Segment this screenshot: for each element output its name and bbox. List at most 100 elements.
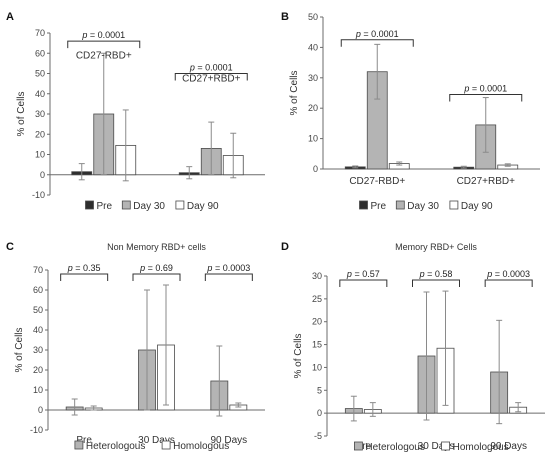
p-value-label: p = 0.0003	[206, 263, 250, 273]
significance-bracket	[484, 279, 533, 287]
category-label: CD27-RBD+	[76, 50, 132, 61]
panel-label: B	[281, 11, 289, 23]
chart-b: B 0 10 20 30 40 50 % of Cells CD27-RBD+ CD27+RBD+…	[281, 11, 540, 212]
significance-bracket	[340, 39, 414, 47]
y-tick-label: 50	[308, 12, 318, 22]
chart-title: Non Memory RBD+ cells	[107, 242, 206, 252]
y-tick-label: 70	[33, 265, 43, 275]
legend-swatch-homologous	[161, 440, 171, 450]
y-tick-label: 40	[35, 89, 45, 99]
y-axis-label: % of Cells	[16, 91, 27, 136]
y-tick-label: 25	[312, 294, 322, 304]
y-tick-label: 30	[35, 109, 45, 119]
legend-swatch-pre	[85, 200, 94, 210]
significance-bracket	[60, 273, 109, 281]
p-value-label: p = 0.35	[67, 263, 101, 273]
y-tick-label: 10	[312, 362, 322, 372]
y-tick-label: -10	[30, 425, 43, 435]
p-value-label: p = 0.69	[139, 263, 173, 273]
chart-panel-d: D Memory RBD+ Cells -5 0 5 10 15 20 25 30 % of Cel…	[275, 230, 550, 458]
chart-d: D Memory RBD+ Cells -5 0 5 10 15 20 25 30 % of Cel…	[281, 241, 545, 453]
legend-label-day-30: Day 30	[133, 201, 165, 212]
category-label: 30 Days	[138, 435, 175, 446]
y-tick-label: 20	[312, 317, 322, 327]
category-label: CD27+RBD+	[457, 176, 516, 187]
y-tick-label: 40	[33, 325, 43, 335]
y-tick-label: 60	[35, 48, 45, 58]
y-tick-label: 50	[33, 305, 43, 315]
legend-label-homologous: Homologous	[453, 442, 509, 453]
y-tick-label: 10	[33, 385, 43, 395]
category-label: 90 Days	[210, 435, 247, 446]
category-label: 90 Days	[490, 441, 527, 452]
y-tick-label: 0	[317, 408, 322, 418]
chart-panel-a: A -10 0 10 20 30 40 50 60 70 % of Cells CD27-RBD+ CD…	[0, 0, 275, 228]
y-axis-label: % of Cells	[14, 327, 25, 372]
category-label: Pre	[356, 441, 372, 452]
y-tick-label: 5	[317, 385, 322, 395]
significance-bracket	[132, 273, 181, 281]
p-value-label: p = 0.0001	[189, 63, 233, 73]
y-tick-label: 0	[313, 164, 318, 174]
p-value-label: p = 0.57	[346, 269, 380, 279]
significance-bracket	[174, 73, 248, 81]
y-axis-label: % of Cells	[289, 70, 300, 115]
p-value-label: p = 0.0001	[81, 30, 125, 40]
significance-bracket	[204, 273, 253, 281]
y-tick-label: 40	[308, 42, 318, 52]
legend-swatch-day-30	[395, 200, 405, 210]
legend-label-pre: Pre	[97, 201, 113, 212]
category-label: CD27+RBD+	[182, 74, 241, 85]
y-tick-label: 70	[35, 28, 45, 38]
chart-c: C Non Memory RBD+ cells -10 0 10 20 30 40 50 60 70…	[6, 241, 265, 452]
legend-label-heterologous: Heterologous	[365, 442, 424, 453]
chart-a: A -10 0 10 20 30 40 50 60 70 % of Cells CD27-RBD+ CD…	[6, 11, 265, 212]
y-tick-label: -10	[32, 190, 45, 200]
legend-swatch-pre	[359, 200, 368, 210]
chart-panel-c: C Non Memory RBD+ cells -10 0 10 20 30 40 50 60 70…	[0, 230, 275, 458]
y-tick-label: -5	[314, 431, 322, 441]
legend-label-day-90: Day 90	[461, 201, 493, 212]
legend-swatch-day-90	[449, 200, 459, 210]
legend-label-day-90: Day 90	[187, 201, 219, 212]
significance-bracket	[449, 94, 523, 102]
y-tick-label: 15	[312, 340, 322, 350]
chart-panel-b: B 0 10 20 30 40 50 % of Cells CD27-RBD+ CD27+RBD+…	[275, 0, 550, 228]
legend-swatch-heterologous	[74, 440, 84, 450]
legend-swatch-homologous	[441, 441, 451, 451]
y-tick-label: 30	[33, 345, 43, 355]
p-value-label: p = 0.0003	[486, 269, 530, 279]
significance-bracket	[67, 40, 141, 49]
y-tick-label: 30	[312, 271, 322, 281]
legend-label-day-30: Day 30	[407, 201, 439, 212]
y-tick-label: 0	[40, 170, 45, 180]
panel-label: C	[6, 241, 14, 253]
y-tick-label: 10	[35, 150, 45, 160]
y-tick-label: 10	[308, 134, 318, 144]
p-value-label: p = 0.0001	[463, 84, 507, 94]
panel-label: D	[281, 241, 289, 253]
legend-label-heterologous: Heterologous	[86, 441, 145, 452]
y-tick-label: 20	[308, 103, 318, 113]
legend-swatch-heterologous	[354, 441, 363, 451]
panel-label: A	[6, 11, 14, 23]
y-tick-label: 60	[33, 285, 43, 295]
y-tick-label: 30	[308, 73, 318, 83]
legend-label-homologous: Homologous	[173, 441, 229, 452]
legend-swatch-day-30	[121, 200, 131, 210]
y-tick-label: 50	[35, 69, 45, 79]
significance-bracket	[339, 279, 388, 287]
y-tick-label: 20	[33, 365, 43, 375]
legend-label-pre: Pre	[371, 201, 387, 212]
p-value-label: p = 0.58	[419, 269, 453, 279]
category-label: 30 Days	[418, 441, 455, 452]
y-axis-label: % of Cells	[293, 333, 304, 378]
p-value-label: p = 0.0001	[355, 29, 399, 39]
category-label: Pre	[76, 435, 92, 446]
significance-bracket	[412, 279, 460, 287]
y-tick-label: 20	[35, 129, 45, 139]
y-tick-label: 0	[38, 405, 43, 415]
legend-swatch-day-90	[175, 200, 185, 210]
category-label: CD27-RBD+	[349, 176, 405, 187]
chart-title: Memory RBD+ Cells	[395, 242, 477, 252]
